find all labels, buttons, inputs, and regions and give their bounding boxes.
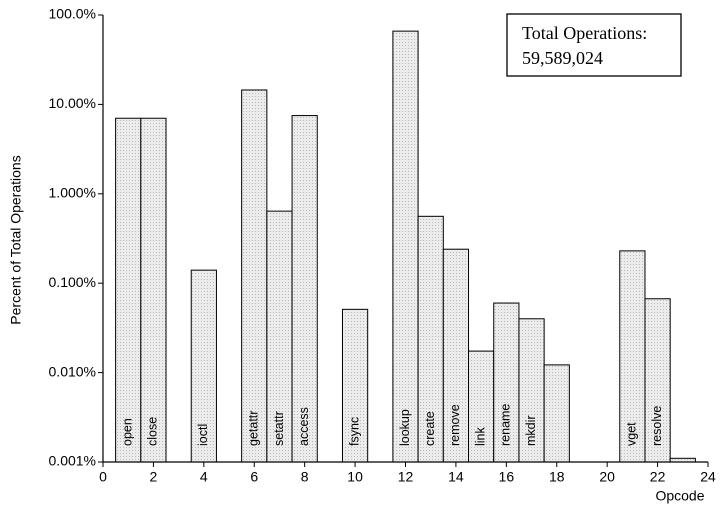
bar bbox=[140, 117, 167, 463]
x-tick-label: 6 bbox=[250, 469, 258, 485]
bar-label: lookup bbox=[398, 409, 412, 446]
bar bbox=[543, 364, 570, 463]
bar-label: access bbox=[297, 407, 311, 446]
x-tick-label: 4 bbox=[200, 469, 208, 485]
bar bbox=[468, 350, 495, 463]
y-axis-label: Percent of Total Operations bbox=[8, 155, 24, 324]
bar-label: getattr bbox=[247, 411, 261, 446]
bar-label: remove bbox=[448, 404, 462, 446]
x-tick-label: 22 bbox=[650, 469, 666, 485]
y-tick-label: 0.001% bbox=[49, 453, 96, 469]
bar-label: link bbox=[473, 426, 487, 446]
y-tick-label: 100.0% bbox=[49, 6, 96, 22]
annotation: 59,589,024 bbox=[522, 48, 603, 68]
bar bbox=[392, 30, 419, 463]
x-tick-label: 16 bbox=[499, 469, 515, 485]
x-tick-label: 10 bbox=[347, 469, 363, 485]
x-tick-label: 14 bbox=[448, 469, 464, 485]
bar bbox=[241, 89, 268, 463]
bar bbox=[417, 215, 444, 463]
x-tick-label: 20 bbox=[599, 469, 615, 485]
bar-label: ioctl bbox=[196, 424, 210, 446]
bar bbox=[115, 117, 142, 463]
x-axis-label: Opcode bbox=[655, 488, 704, 504]
bar-label: rename bbox=[499, 404, 513, 446]
x-tick-label: 8 bbox=[301, 469, 309, 485]
y-tick-label: 1.000% bbox=[49, 185, 96, 201]
bar bbox=[291, 115, 318, 463]
bar bbox=[644, 298, 671, 463]
bar-label: fsync bbox=[347, 417, 361, 446]
bar-label: resolve bbox=[650, 406, 664, 446]
bar-label: open bbox=[121, 418, 135, 446]
x-tick-label: 0 bbox=[99, 469, 107, 485]
bar bbox=[518, 318, 545, 463]
bar-label: mkdir bbox=[524, 415, 538, 446]
y-tick-label: 0.010% bbox=[49, 363, 96, 379]
bar bbox=[266, 210, 293, 463]
y-tick-label: 10.00% bbox=[49, 95, 96, 111]
bar bbox=[190, 269, 217, 463]
bar-label: setattr bbox=[272, 411, 286, 446]
x-tick-label: 18 bbox=[549, 469, 565, 485]
bar-label: create bbox=[423, 411, 437, 446]
annotation: Total Operations: bbox=[522, 23, 647, 43]
bar-label: close bbox=[146, 417, 160, 446]
bar-label: vget bbox=[625, 422, 639, 446]
x-tick-label: 24 bbox=[700, 469, 716, 485]
x-tick-label: 12 bbox=[398, 469, 414, 485]
y-tick-label: 0.100% bbox=[49, 274, 96, 290]
annotation-box bbox=[506, 13, 682, 77]
x-tick-label: 2 bbox=[150, 469, 158, 485]
